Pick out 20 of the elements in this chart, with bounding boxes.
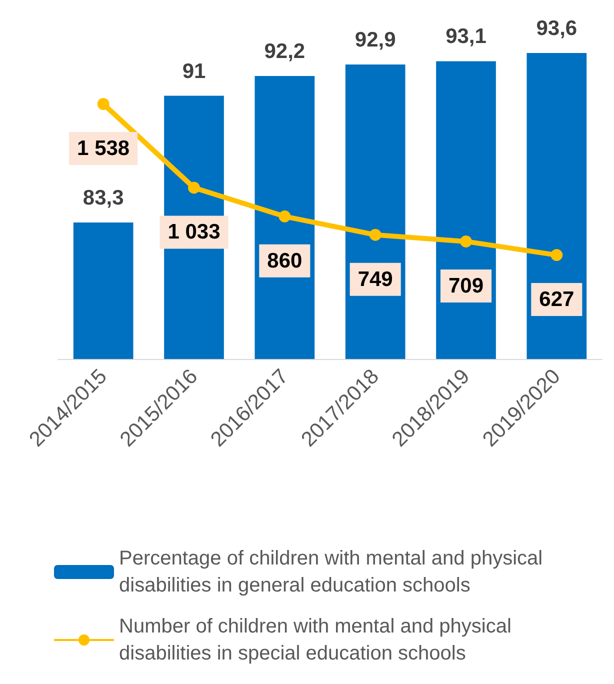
legend-label: Number of children with mental and physical disabilities in special education schools	[119, 616, 517, 664]
data-label: 709	[448, 274, 484, 298]
data-label: 1 033	[168, 220, 220, 244]
point	[188, 182, 200, 194]
data-label: 1 538	[77, 137, 130, 160]
data-label: 749	[358, 268, 393, 291]
data-label: 92,9	[354, 28, 396, 52]
point	[460, 235, 472, 248]
data-label: 91	[182, 60, 206, 83]
data-label: 83,3	[82, 186, 124, 210]
data-label: 93,6	[536, 17, 578, 40]
data-label: 93,1	[446, 25, 487, 48]
legend-label: Percentage of children with mental and physical disabilities in general education schools	[119, 548, 548, 596]
data-label: 92,2	[264, 40, 306, 64]
point	[278, 210, 291, 222]
data-label: 627	[539, 288, 574, 312]
point	[550, 249, 563, 262]
point	[369, 228, 382, 241]
point	[97, 98, 110, 110]
data-label: 860	[267, 249, 302, 272]
